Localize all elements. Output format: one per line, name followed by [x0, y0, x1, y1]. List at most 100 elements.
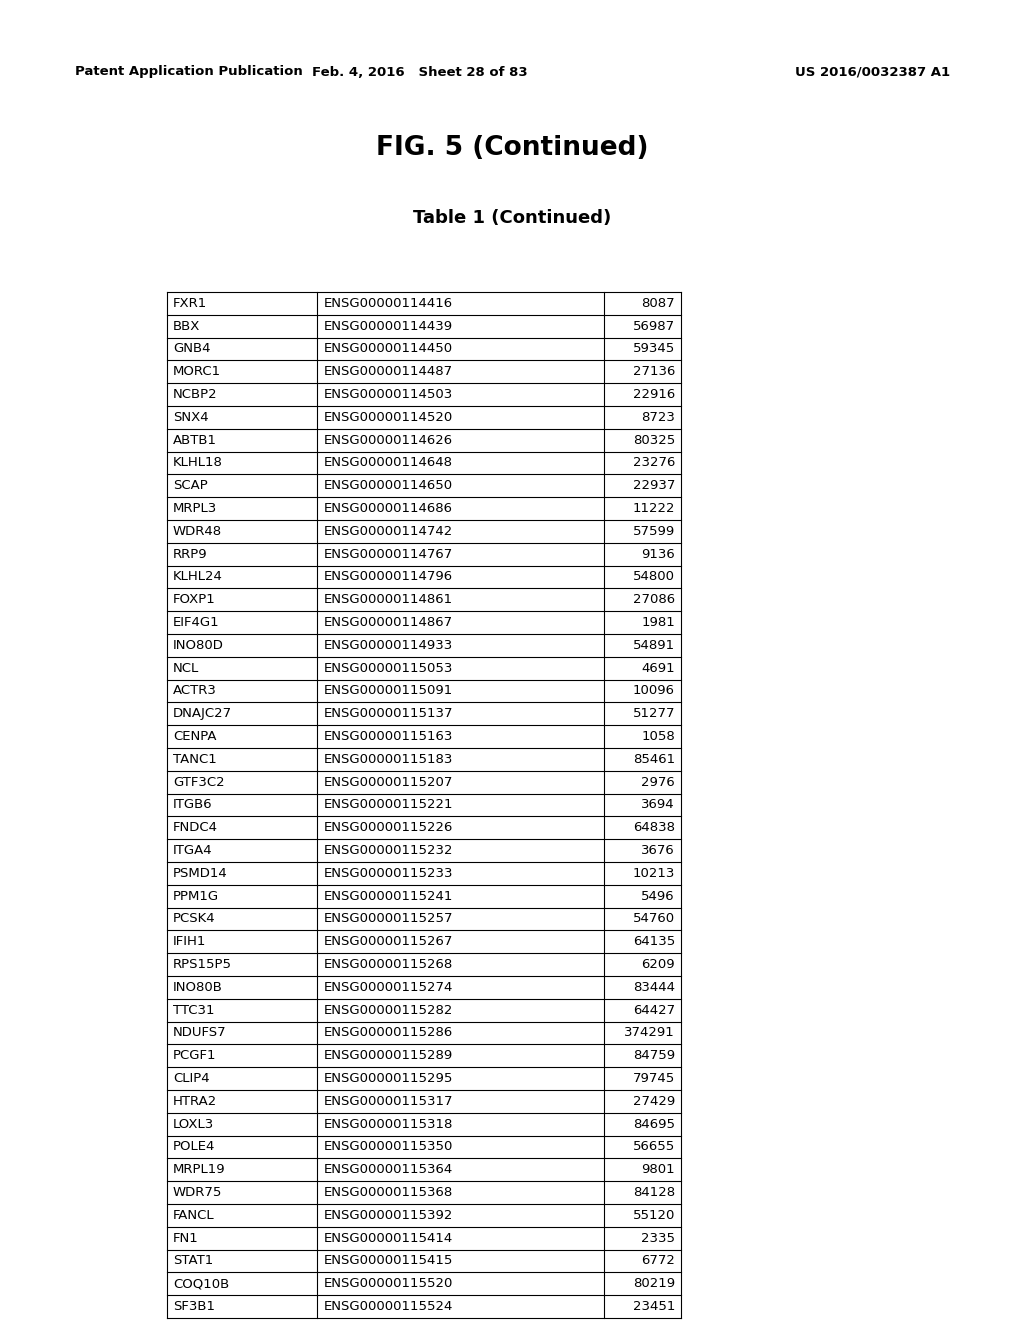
Text: PPM1G: PPM1G [173, 890, 219, 903]
Text: ENSG00000115137: ENSG00000115137 [324, 708, 453, 721]
Text: MORC1: MORC1 [173, 366, 221, 379]
Text: ENSG00000114416: ENSG00000114416 [324, 297, 453, 310]
Text: ENSG00000115350: ENSG00000115350 [324, 1140, 453, 1154]
Text: ENSG00000115368: ENSG00000115368 [324, 1187, 453, 1199]
Text: ENSG00000114796: ENSG00000114796 [324, 570, 453, 583]
Text: 59345: 59345 [633, 342, 675, 355]
Text: ENSG00000115295: ENSG00000115295 [324, 1072, 453, 1085]
Text: ENSG00000115207: ENSG00000115207 [324, 776, 453, 789]
Text: ENSG00000114648: ENSG00000114648 [324, 457, 453, 470]
Text: ENSG00000114520: ENSG00000114520 [324, 411, 453, 424]
Text: ENSG00000115226: ENSG00000115226 [324, 821, 453, 834]
Text: ACTR3: ACTR3 [173, 685, 217, 697]
Text: PSMD14: PSMD14 [173, 867, 227, 880]
Text: KLHL24: KLHL24 [173, 570, 223, 583]
Text: POLE4: POLE4 [173, 1140, 215, 1154]
Text: ENSG00000114867: ENSG00000114867 [324, 616, 453, 630]
Text: ENSG00000114933: ENSG00000114933 [324, 639, 453, 652]
Text: ENSG00000114686: ENSG00000114686 [324, 502, 453, 515]
Text: NCBP2: NCBP2 [173, 388, 217, 401]
Text: 56987: 56987 [633, 319, 675, 333]
Text: FIG. 5 (Continued): FIG. 5 (Continued) [376, 135, 648, 161]
Text: SCAP: SCAP [173, 479, 208, 492]
Text: 9136: 9136 [641, 548, 675, 561]
Text: ENSG00000114450: ENSG00000114450 [324, 342, 453, 355]
Text: 3694: 3694 [641, 799, 675, 812]
Text: 8087: 8087 [641, 297, 675, 310]
Text: 80325: 80325 [633, 434, 675, 446]
Text: 83444: 83444 [633, 981, 675, 994]
Text: Table 1 (Continued): Table 1 (Continued) [413, 209, 611, 227]
Text: ITGA4: ITGA4 [173, 843, 213, 857]
Text: ENSG00000114861: ENSG00000114861 [324, 593, 453, 606]
Text: 11222: 11222 [633, 502, 675, 515]
Text: SF3B1: SF3B1 [173, 1300, 215, 1313]
Text: TANC1: TANC1 [173, 752, 217, 766]
Text: COQ10B: COQ10B [173, 1278, 229, 1291]
Text: 27086: 27086 [633, 593, 675, 606]
Text: 64427: 64427 [633, 1003, 675, 1016]
Text: ENSG00000115318: ENSG00000115318 [324, 1118, 453, 1131]
Text: ENSG00000115091: ENSG00000115091 [324, 685, 453, 697]
Text: INO80D: INO80D [173, 639, 224, 652]
Text: 5496: 5496 [641, 890, 675, 903]
Text: 4691: 4691 [641, 661, 675, 675]
Text: FXR1: FXR1 [173, 297, 207, 310]
Text: ENSG00000115392: ENSG00000115392 [324, 1209, 453, 1222]
Text: FNDC4: FNDC4 [173, 821, 218, 834]
Text: ENSG00000114742: ENSG00000114742 [324, 525, 453, 539]
Text: ENSG00000115520: ENSG00000115520 [324, 1278, 453, 1291]
Text: 10213: 10213 [633, 867, 675, 880]
Text: 6209: 6209 [641, 958, 675, 972]
Text: Patent Application Publication: Patent Application Publication [75, 66, 303, 78]
Text: 84128: 84128 [633, 1187, 675, 1199]
Text: FN1: FN1 [173, 1232, 199, 1245]
Text: ENSG00000115221: ENSG00000115221 [324, 799, 453, 812]
Text: ENSG00000115524: ENSG00000115524 [324, 1300, 453, 1313]
Text: FANCL: FANCL [173, 1209, 215, 1222]
Text: GNB4: GNB4 [173, 342, 210, 355]
Text: GTF3C2: GTF3C2 [173, 776, 224, 789]
Text: NDUFS7: NDUFS7 [173, 1027, 226, 1040]
Text: IFIH1: IFIH1 [173, 936, 206, 948]
Text: ENSG00000115183: ENSG00000115183 [324, 752, 453, 766]
Text: 80219: 80219 [633, 1278, 675, 1291]
Text: ENSG00000115233: ENSG00000115233 [324, 867, 453, 880]
Text: ENSG00000115414: ENSG00000115414 [324, 1232, 453, 1245]
Text: 54800: 54800 [633, 570, 675, 583]
Text: NCL: NCL [173, 661, 199, 675]
Text: 22916: 22916 [633, 388, 675, 401]
Text: ENSG00000114650: ENSG00000114650 [324, 479, 453, 492]
Text: 56655: 56655 [633, 1140, 675, 1154]
Text: 22937: 22937 [633, 479, 675, 492]
Text: LOXL3: LOXL3 [173, 1118, 214, 1131]
Text: 9801: 9801 [641, 1163, 675, 1176]
Text: 64135: 64135 [633, 936, 675, 948]
Text: 374291: 374291 [625, 1027, 675, 1040]
Text: ENSG00000115289: ENSG00000115289 [324, 1049, 453, 1063]
Text: ENSG00000115232: ENSG00000115232 [324, 843, 453, 857]
Text: ENSG00000115317: ENSG00000115317 [324, 1094, 453, 1107]
Text: MRPL19: MRPL19 [173, 1163, 225, 1176]
Text: WDR75: WDR75 [173, 1187, 222, 1199]
Text: ENSG00000115241: ENSG00000115241 [324, 890, 453, 903]
Text: 23451: 23451 [633, 1300, 675, 1313]
Text: 64838: 64838 [633, 821, 675, 834]
Text: 27429: 27429 [633, 1094, 675, 1107]
Text: CENPA: CENPA [173, 730, 216, 743]
Text: MRPL3: MRPL3 [173, 502, 217, 515]
Text: ENSG00000115163: ENSG00000115163 [324, 730, 453, 743]
Text: ENSG00000115053: ENSG00000115053 [324, 661, 453, 675]
Text: WDR48: WDR48 [173, 525, 222, 539]
Text: ENSG00000115415: ENSG00000115415 [324, 1254, 453, 1267]
Text: RRP9: RRP9 [173, 548, 208, 561]
Text: ENSG00000114626: ENSG00000114626 [324, 434, 453, 446]
Text: DNAJC27: DNAJC27 [173, 708, 232, 721]
Text: 27136: 27136 [633, 366, 675, 379]
Text: PCSK4: PCSK4 [173, 912, 215, 925]
Text: RPS15P5: RPS15P5 [173, 958, 231, 972]
Text: INO80B: INO80B [173, 981, 223, 994]
Text: 6772: 6772 [641, 1254, 675, 1267]
Text: 10096: 10096 [633, 685, 675, 697]
Text: BBX: BBX [173, 319, 201, 333]
